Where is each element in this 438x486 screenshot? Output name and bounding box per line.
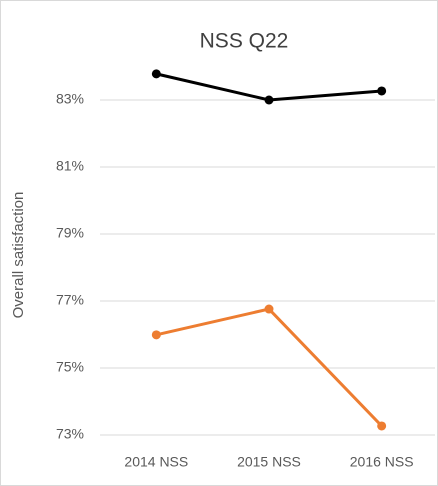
y-tick-label: 79%: [56, 225, 84, 241]
series-point: [264, 95, 274, 105]
x-tick-label: 2015 NSS: [237, 454, 301, 470]
x-tick-label: 2014 NSS: [124, 454, 188, 470]
y-tick-label: 73%: [56, 426, 84, 442]
series-point: [377, 86, 387, 96]
y-tick-label: 81%: [56, 158, 84, 174]
y-tick-label: 83%: [56, 91, 84, 107]
y-axis-label: Overall satisfaction: [10, 192, 27, 319]
y-tick-label: 77%: [56, 292, 84, 308]
series-point: [151, 330, 161, 340]
chart-title: NSS Q22: [200, 30, 289, 53]
series-point: [264, 304, 274, 314]
series-point: [377, 421, 387, 431]
x-tick-label: 2016 NSS: [350, 454, 414, 470]
series-point: [151, 69, 161, 79]
y-tick-label: 75%: [56, 359, 84, 375]
